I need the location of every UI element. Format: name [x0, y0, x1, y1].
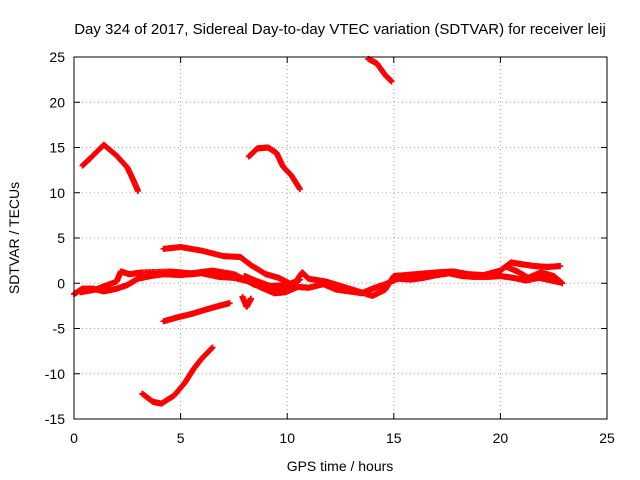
y-tick-label: -15 — [45, 411, 65, 427]
data-point — [557, 263, 564, 270]
x-tick-label: 0 — [70, 430, 78, 446]
data-point — [559, 280, 566, 287]
series-band-2 — [77, 259, 564, 299]
data-point — [226, 300, 233, 307]
series-band-5 — [503, 263, 566, 287]
series-band-4 — [239, 293, 254, 310]
data-series-group — [71, 55, 566, 407]
data-point — [247, 295, 254, 302]
data-point — [296, 276, 303, 283]
data-point — [134, 187, 141, 194]
series-arc-6 — [139, 344, 216, 407]
y-tick-label: -5 — [53, 321, 66, 337]
data-point — [209, 344, 216, 351]
x-axis-label: GPS time / hours — [287, 458, 394, 474]
y-tick-label: 5 — [57, 230, 65, 246]
series-arc-5 — [160, 300, 233, 325]
x-tick-label: 10 — [279, 430, 295, 446]
series-band-3 — [241, 273, 303, 289]
y-tick-label: 25 — [49, 49, 65, 65]
series-arc-3 — [365, 55, 395, 85]
y-tick-label: 0 — [57, 275, 65, 291]
x-tick-label: 5 — [177, 430, 185, 446]
axis-ticks: 0 5 10 15 20 25 -15 -10 -5 0 5 10 15 20 25 — [45, 49, 615, 446]
data-point — [296, 186, 303, 193]
y-tick-label: 15 — [49, 140, 65, 156]
y-tick-label: 20 — [49, 94, 65, 110]
x-tick-label: 25 — [599, 430, 615, 446]
grid — [74, 57, 607, 419]
series-arc-2 — [245, 144, 303, 193]
x-tick-label: 20 — [493, 430, 509, 446]
y-tick-label: -10 — [45, 366, 65, 382]
series-arc-1 — [79, 141, 141, 194]
y-axis-label: SDTVAR / TECUs — [6, 182, 22, 294]
data-point — [388, 78, 395, 85]
x-tick-label: 15 — [386, 430, 402, 446]
chart-title: Day 324 of 2017, Sidereal Day-to-day VTE… — [74, 21, 606, 38]
y-tick-label: 10 — [49, 185, 65, 201]
